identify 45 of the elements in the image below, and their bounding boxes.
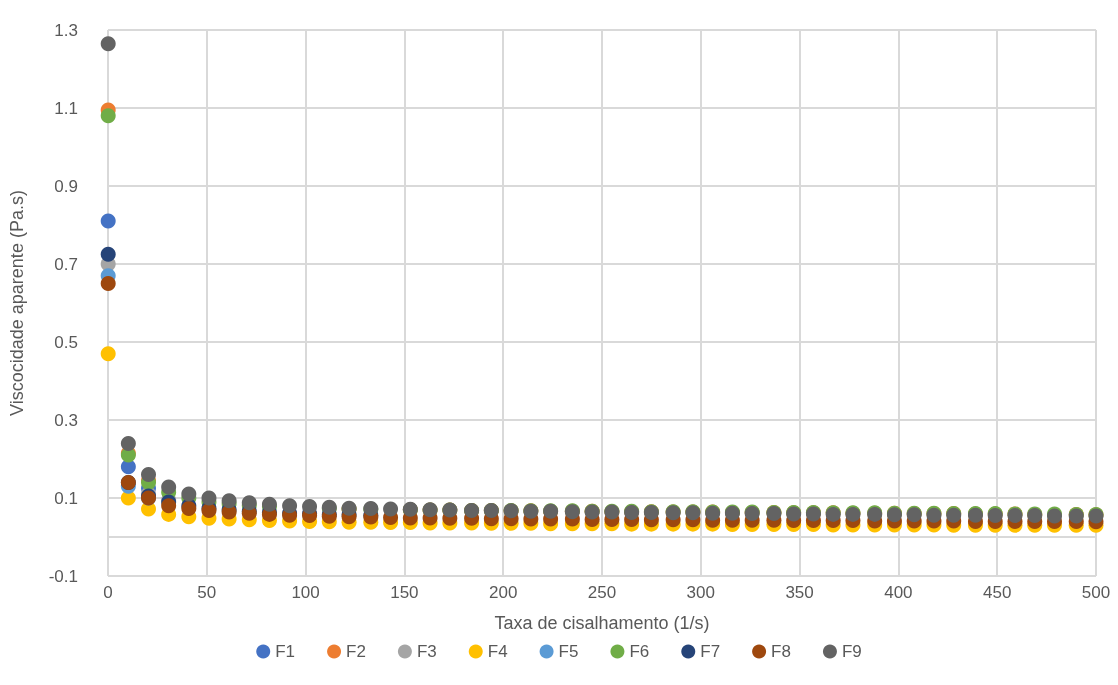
x-tick-label: 500 xyxy=(1081,583,1111,602)
y-tick-label: 0.1 xyxy=(54,488,78,508)
point xyxy=(282,498,298,514)
point xyxy=(181,486,197,502)
x-tick-label: 200 xyxy=(489,583,518,602)
x-tick-label: 50 xyxy=(197,583,217,602)
x-tick-label: 350 xyxy=(785,583,814,602)
y-tick-label: 0.7 xyxy=(54,254,78,274)
point xyxy=(161,498,177,514)
point xyxy=(100,108,116,124)
x-tick-label: 150 xyxy=(390,583,419,602)
point xyxy=(100,213,116,229)
point xyxy=(120,435,136,451)
legend-label: F2 xyxy=(346,642,366,661)
point xyxy=(383,501,399,517)
legend-label: F4 xyxy=(487,642,508,661)
x-tick-label: 300 xyxy=(686,583,715,602)
point xyxy=(100,246,116,262)
x-tick-label: 250 xyxy=(587,583,617,602)
y-axis-title: Viscocidade aparente (Pa.s) xyxy=(7,190,27,416)
point xyxy=(100,276,116,291)
y-tick-label: 0.9 xyxy=(54,176,78,196)
point xyxy=(161,479,177,495)
legend-label: F9 xyxy=(841,642,862,661)
x-tick-label: 100 xyxy=(291,583,320,602)
y-tick-label: 0.3 xyxy=(54,410,78,430)
x-tick-label: 0 xyxy=(103,583,113,602)
y-tick-label: 0.5 xyxy=(54,332,78,352)
point xyxy=(302,499,318,515)
point xyxy=(100,346,116,362)
x-tick-label: 400 xyxy=(884,583,913,602)
point xyxy=(141,467,157,483)
y-tick-label: -0.1 xyxy=(48,566,78,586)
legend-label: F6 xyxy=(629,642,650,661)
legend-label: F1 xyxy=(275,642,296,661)
y-tick-label: 1.1 xyxy=(54,98,78,118)
x-axis-title: Taxa de cisalhamento (1/s) xyxy=(494,613,710,633)
legend-label: F7 xyxy=(700,642,721,661)
point xyxy=(201,490,217,506)
legend-label: F3 xyxy=(416,642,437,661)
y-tick-label: 1.3 xyxy=(54,20,78,40)
point xyxy=(100,36,116,52)
legend-label: F8 xyxy=(771,642,791,661)
x-tick-label: 450 xyxy=(983,583,1012,602)
legend-label: F5 xyxy=(558,642,579,661)
